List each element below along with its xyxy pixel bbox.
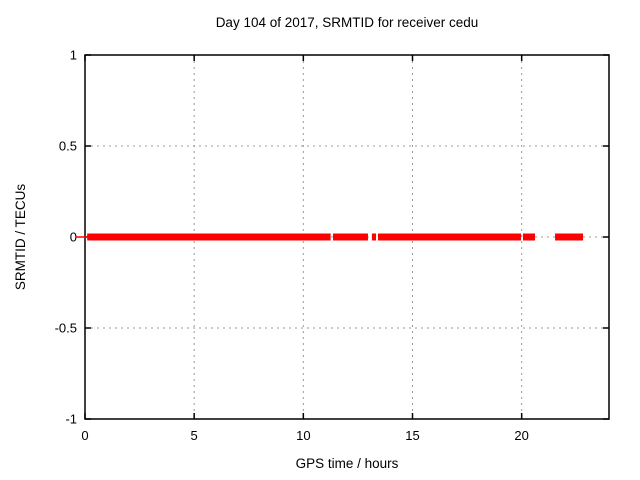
y-tick-label: -0.5 <box>55 321 77 336</box>
y-tick-label: 0 <box>70 230 77 245</box>
tick-marks <box>84 54 609 420</box>
x-tick-labels: 0 5 10 15 20 <box>81 428 529 443</box>
x-tick-label: 10 <box>296 428 310 443</box>
x-tick-label: 15 <box>405 428 419 443</box>
y-tick-label: 0.5 <box>59 139 77 154</box>
x-tick-label: 0 <box>81 428 88 443</box>
y-axis-label: SRMTID / TECUs <box>13 184 28 291</box>
y-tick-label: -1 <box>65 412 77 427</box>
y-tick-label: 1 <box>70 48 77 63</box>
x-tick-label: 5 <box>191 428 198 443</box>
x-axis-label: GPS time / hours <box>296 456 399 471</box>
y-tick-labels: -1 -0.5 0 0.5 1 <box>55 48 77 427</box>
x-tick-label: 20 <box>514 428 528 443</box>
chart-title: Day 104 of 2017, SRMTID for receiver ced… <box>216 15 479 30</box>
